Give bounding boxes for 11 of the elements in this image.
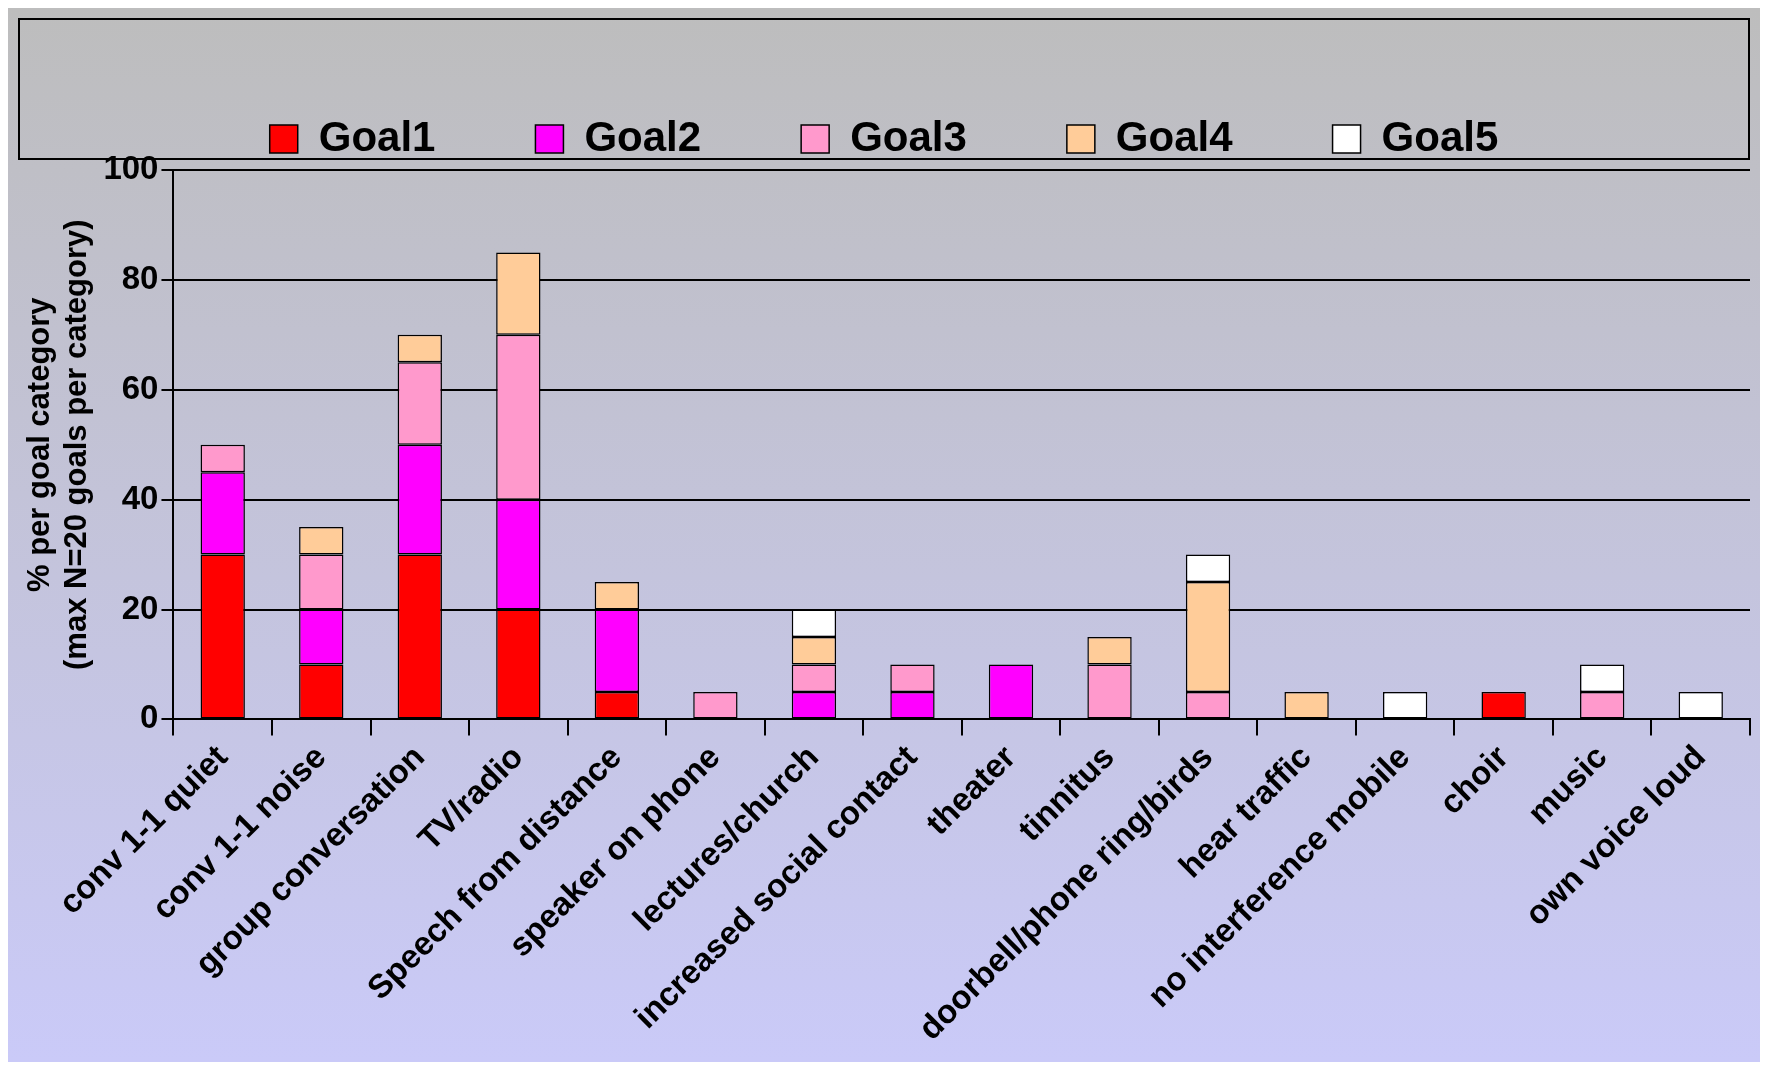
y-tick-label: 0 — [140, 698, 159, 736]
y-tick-label: 80 — [121, 258, 159, 296]
legend-label: Goal2 — [584, 112, 702, 160]
legend-label: Goal5 — [1381, 112, 1499, 160]
legend-label: Goal1 — [318, 112, 436, 160]
y-tick-label: 20 — [121, 588, 159, 626]
y-axis-title: % per goal category (max N=20 goals per category) — [21, 219, 94, 670]
legend-label: Goal4 — [1115, 112, 1234, 160]
legend-label: Goal3 — [850, 112, 967, 160]
y-tick-label: 40 — [121, 478, 159, 516]
y-tick-label: 60 — [121, 368, 159, 406]
